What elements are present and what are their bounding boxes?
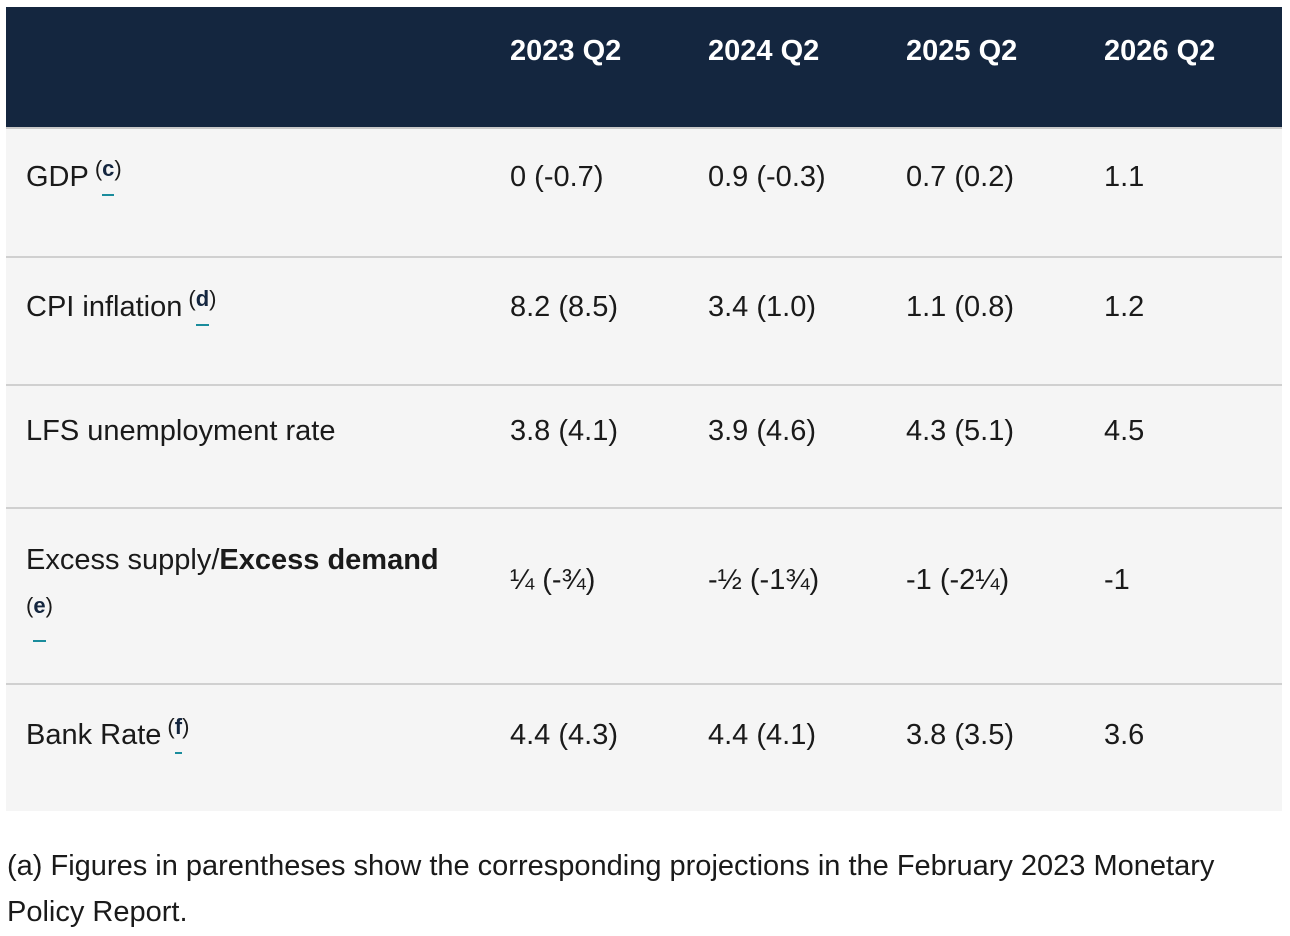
table-body: GDP (c) 0 (-0.7) 0.9 (-0.3) 0.7 (0.2) 1.1… xyxy=(6,128,1282,811)
table-cell: -1 xyxy=(1104,564,1130,596)
row-label-cell: GDP (c) xyxy=(6,128,510,257)
table-cell: -½ (-1¾) xyxy=(708,564,820,596)
table-row-lfs-unemployment: LFS unemployment rate 3.8 (4.1) 3.9 (4.6… xyxy=(6,385,1282,508)
table-cell: 0.9 (-0.3) xyxy=(708,161,826,193)
row-label-plain: Excess supply/ xyxy=(26,544,220,576)
row-label: Bank Rate xyxy=(26,719,162,751)
header-cell-2024-q2: 2024 Q2 xyxy=(708,35,820,67)
table-cell: ¼ (-¾) xyxy=(510,564,596,596)
row-label: LFS unemployment rate xyxy=(26,415,336,447)
header-cell-2026-q2: 2026 Q2 xyxy=(1104,35,1216,67)
table-row-gdp: GDP (c) 0 (-0.7) 0.9 (-0.3) 0.7 (0.2) 1.1 xyxy=(6,128,1282,257)
table-cell: 4.3 (5.1) xyxy=(906,415,1014,447)
table-cell: 3.8 (3.5) xyxy=(906,719,1014,751)
table-cell: 3.9 (4.6) xyxy=(708,415,816,447)
table-cell: 3.6 xyxy=(1104,719,1145,751)
footnote-link[interactable]: e xyxy=(33,584,46,642)
row-label-cell: LFS unemployment rate xyxy=(6,385,510,508)
table-cell: 1.1 xyxy=(1104,161,1145,193)
table-header: 2023 Q2 2024 Q2 2025 Q2 2026 Q2 xyxy=(6,7,1282,128)
footnote-link[interactable]: c xyxy=(102,156,115,196)
footnote-ref[interactable]: (c) xyxy=(94,156,122,196)
table-cell: 8.2 (8.5) xyxy=(510,291,618,323)
table-cell: 0.7 (0.2) xyxy=(906,161,1014,193)
footnote-ref[interactable]: (e) xyxy=(26,593,53,642)
table-cell: 3.4 (1.0) xyxy=(708,291,816,323)
footnote-line: (e) xyxy=(26,582,510,642)
table-cell: 4.4 (4.1) xyxy=(708,719,816,751)
header-row: 2023 Q2 2024 Q2 2025 Q2 2026 Q2 xyxy=(6,7,1282,128)
row-label-bold: Excess demand xyxy=(219,544,439,576)
footnote-link[interactable]: d xyxy=(195,286,210,326)
row-label: CPI inflation xyxy=(26,291,183,323)
table-cell: 0 (-0.7) xyxy=(510,161,604,193)
header-cell-blank xyxy=(6,7,510,128)
row-label-cell: Excess supply/Excess demand (e) xyxy=(6,508,510,684)
table-cell: 4.5 xyxy=(1104,415,1145,447)
projections-table: 2023 Q2 2024 Q2 2025 Q2 2026 Q2 GDP (c) 0… xyxy=(6,7,1282,811)
table-footnote-text: (a) Figures in parentheses show the corr… xyxy=(7,850,1215,928)
table-cell: 1.2 xyxy=(1104,291,1145,323)
row-label-cell: Bank Rate (f) xyxy=(6,684,510,811)
table-cell: 1.1 (0.8) xyxy=(906,291,1014,323)
table-cell: 3.8 (4.1) xyxy=(510,415,618,447)
table-cell: 4.4 (4.3) xyxy=(510,719,618,751)
row-label: Excess supply/Excess demand xyxy=(26,538,510,582)
row-label-cell: CPI inflation (d) xyxy=(6,257,510,385)
table-cell: -1 (-2¼) xyxy=(906,564,1010,596)
table-row-cpi-inflation: CPI inflation (d) 8.2 (8.5) 3.4 (1.0) 1.1… xyxy=(6,257,1282,385)
footnote-ref[interactable]: (d) xyxy=(188,286,217,326)
row-label: GDP xyxy=(26,161,89,193)
projections-table-container: 2023 Q2 2024 Q2 2025 Q2 2026 Q2 GDP (c) 0… xyxy=(6,7,1282,811)
footnote-ref[interactable]: (f) xyxy=(167,714,190,754)
footnote-link[interactable]: f xyxy=(174,714,183,754)
table-row-excess-supply-demand: Excess supply/Excess demand (e) ¼ (-¾) -… xyxy=(6,508,1282,684)
table-row-bank-rate: Bank Rate (f) 4.4 (4.3) 4.4 (4.1) 3.8 (3.… xyxy=(6,684,1282,811)
header-cell-2025-q2: 2025 Q2 xyxy=(906,35,1018,67)
header-cell-2023-q2: 2023 Q2 xyxy=(510,35,622,67)
